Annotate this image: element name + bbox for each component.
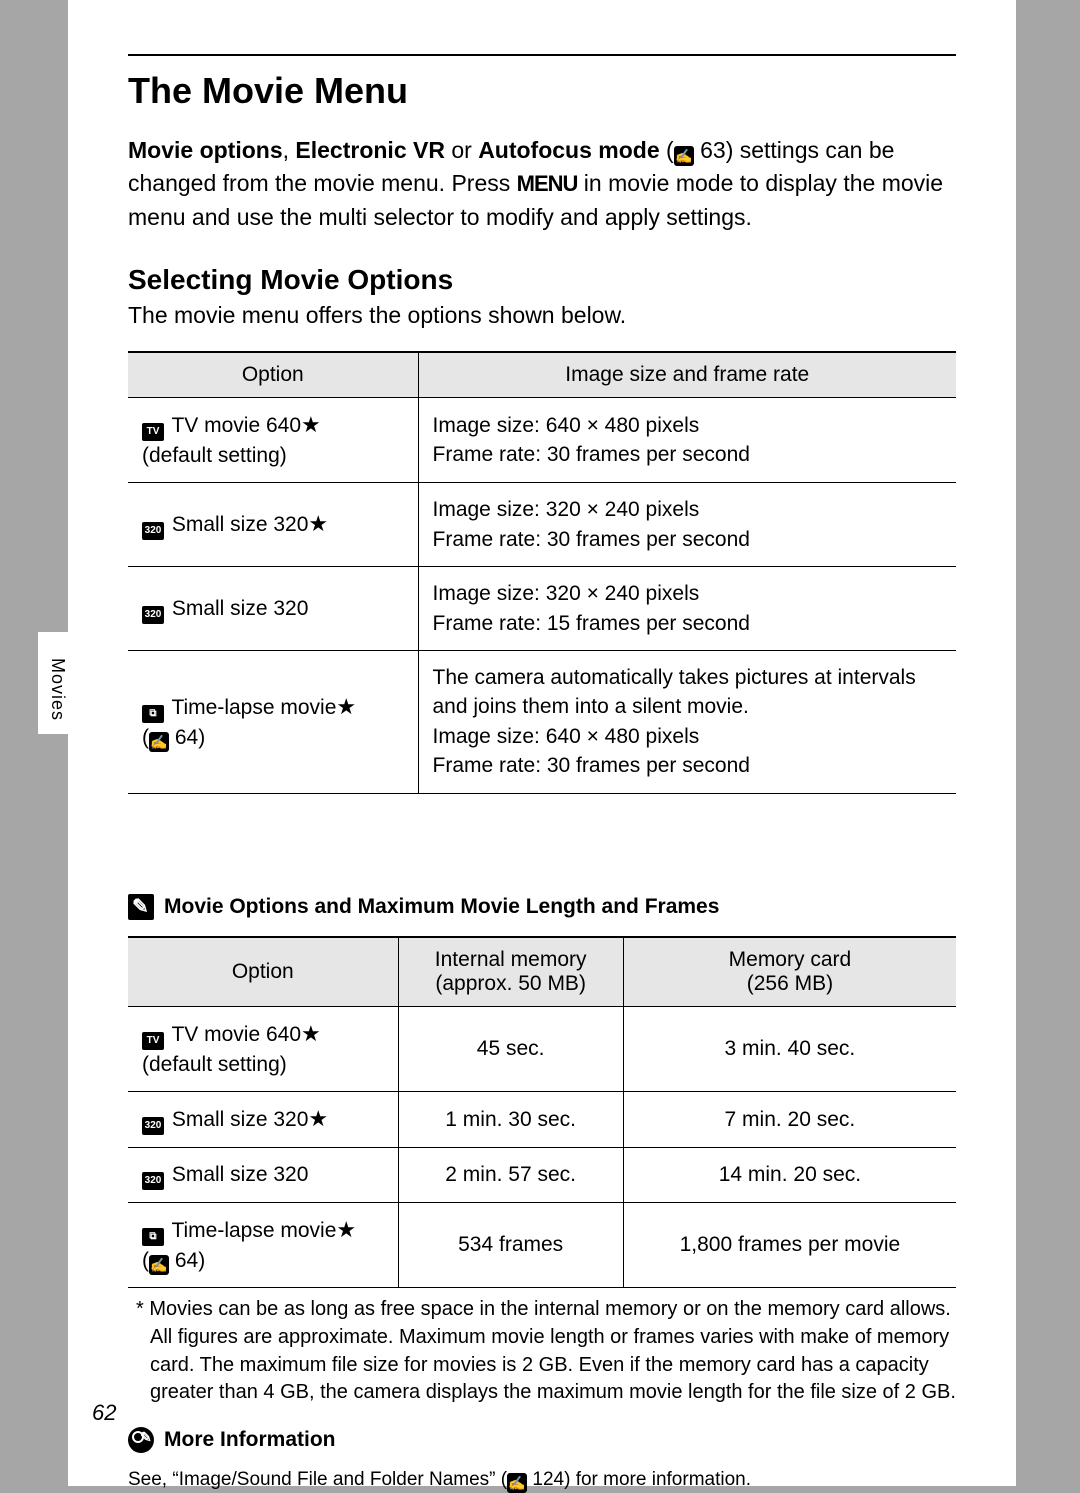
page-ref-icon: ✍ — [149, 732, 169, 752]
menu-button-label: MENU — [517, 171, 578, 196]
star-icon: ★ — [336, 1217, 356, 1242]
star-icon: ★ — [336, 694, 356, 719]
t2-header-internal: Internal memory(approx. 50 MB) — [398, 937, 623, 1007]
section-subtext: The movie menu offers the options shown … — [128, 302, 956, 329]
table-row: ⧉ Time-lapse movie★(✍ 64) 534 frames 1,8… — [128, 1202, 956, 1287]
star-icon: ★ — [308, 1106, 328, 1131]
tv-icon: TV — [142, 1032, 164, 1050]
table-row: 320 Small size 320★ 1 min. 30 sec. 7 min… — [128, 1091, 956, 1147]
page: The Movie Menu Movie options, Electronic… — [68, 0, 1016, 1486]
timelapse-icon: ⧉ — [142, 1228, 164, 1246]
table-row: ⧉ Time-lapse movie★(✍ 64) The camera aut… — [128, 650, 956, 793]
info-icon — [128, 1427, 154, 1453]
page-ref-icon: ✍ — [674, 146, 694, 166]
movie-length-table: Option Internal memory(approx. 50 MB) Me… — [128, 936, 956, 1289]
t1-header-desc: Image size and frame rate — [418, 352, 956, 398]
intro-bold-2: Electronic VR — [295, 137, 445, 163]
timelapse-icon: ⧉ — [142, 705, 164, 723]
intro-bold-1: Movie options — [128, 137, 283, 163]
table-row: 320 Small size 320 2 min. 57 sec. 14 min… — [128, 1147, 956, 1202]
more-info-heading: More Information — [128, 1427, 956, 1453]
size-icon: 320 — [142, 1172, 164, 1190]
size-icon: 320 — [142, 1117, 164, 1135]
subsection-heading: Movie Options and Maximum Movie Length a… — [128, 894, 956, 920]
pencil-icon — [128, 894, 154, 920]
sidebar-tab: Movies — [38, 632, 68, 734]
table-row: TV TV movie 640★(default setting) 45 sec… — [128, 1006, 956, 1091]
t2-header-option: Option — [128, 937, 398, 1007]
top-rule — [128, 54, 956, 56]
tv-icon: TV — [142, 423, 164, 441]
page-ref-icon: ✍ — [507, 1473, 527, 1493]
page-ref-number: 63 — [700, 137, 726, 163]
section-heading: Selecting Movie Options — [128, 264, 956, 296]
table-row: TV TV movie 640★(default setting) Image … — [128, 398, 956, 483]
table-row: 320 Small size 320★ Image size: 320 × 24… — [128, 483, 956, 567]
intro-paragraph: Movie options, Electronic VR or Autofocu… — [128, 134, 956, 234]
intro-bold-3: Autofocus mode — [478, 137, 659, 163]
t1-header-option: Option — [128, 352, 418, 398]
page-title: The Movie Menu — [128, 70, 956, 112]
star-icon: ★ — [301, 1021, 321, 1046]
more-info-text: See, “Image/Sound File and Folder Names”… — [128, 1469, 956, 1493]
size-icon: 320 — [142, 522, 164, 540]
page-ref-icon: ✍ — [149, 1255, 169, 1275]
table-row: 320 Small size 320 Image size: 320 × 240… — [128, 567, 956, 651]
star-icon: ★ — [308, 511, 328, 536]
movie-options-table: Option Image size and frame rate TV TV m… — [128, 351, 956, 794]
page-number: 62 — [92, 1400, 116, 1426]
footnote: * Movies can be as long as free space in… — [128, 1296, 956, 1406]
t2-header-card: Memory card(256 MB) — [623, 937, 956, 1007]
star-icon: ★ — [301, 412, 321, 437]
size-icon: 320 — [142, 606, 164, 624]
